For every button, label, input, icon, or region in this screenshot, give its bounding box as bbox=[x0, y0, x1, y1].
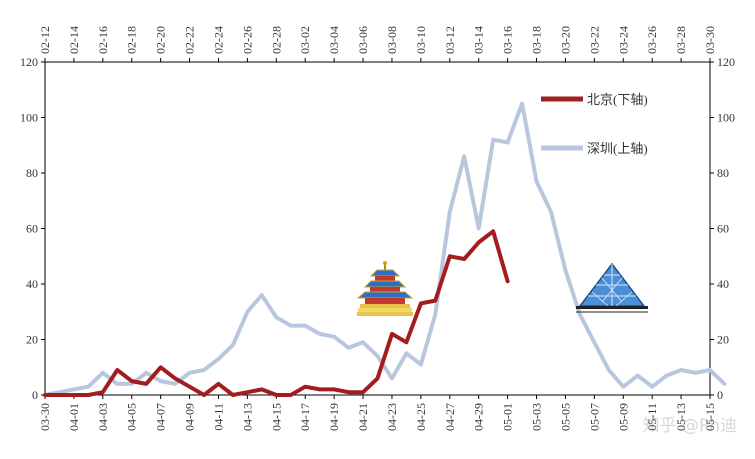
y-right-tick-label: 120 bbox=[717, 55, 735, 69]
x-top-tick-label: 02-20 bbox=[154, 26, 168, 54]
y-right-tick-label: 0 bbox=[717, 388, 723, 402]
x-top-tick-label: 02-14 bbox=[67, 26, 81, 54]
x-bottom-tick-label: 04-23 bbox=[385, 403, 399, 431]
x-top-tick-label: 02-16 bbox=[96, 26, 110, 54]
x-top-tick-label: 02-12 bbox=[38, 26, 52, 54]
x-top-tick-label: 03-12 bbox=[443, 26, 457, 54]
x-bottom-tick-label: 04-19 bbox=[327, 403, 341, 431]
x-bottom-tick-label: 05-01 bbox=[501, 403, 515, 431]
x-bottom-tick-label: 05-05 bbox=[558, 403, 572, 431]
x-bottom-tick-label: 03-30 bbox=[38, 403, 52, 431]
y-left-tick-label: 120 bbox=[20, 55, 38, 69]
legend: 北京(下轴) 深圳(上轴) bbox=[541, 92, 648, 156]
y-left-tick-label: 80 bbox=[26, 166, 38, 180]
x-top-tick-label: 03-16 bbox=[501, 26, 515, 54]
x-top-tick-label: 03-08 bbox=[385, 26, 399, 54]
x-bottom-tick-label: 04-05 bbox=[125, 403, 139, 431]
series-layer bbox=[43, 101, 727, 397]
x-top-tick-label: 03-10 bbox=[414, 26, 428, 54]
x-top-tick-label: 03-30 bbox=[703, 26, 717, 54]
x-top-tick-label: 03-06 bbox=[356, 26, 370, 54]
legend-label-beijing: 北京(下轴) bbox=[587, 92, 648, 107]
x-bottom-tick-label: 04-13 bbox=[240, 403, 254, 431]
x-bottom-tick-label: 04-15 bbox=[269, 403, 283, 431]
x-bottom-tick-label: 04-17 bbox=[298, 403, 312, 431]
x-bottom-tick-label: 04-25 bbox=[414, 403, 428, 431]
x-bottom-tick-label: 05-07 bbox=[587, 403, 601, 431]
x-bottom-tick-label: 04-03 bbox=[96, 403, 110, 431]
y-right-tick-label: 20 bbox=[717, 333, 729, 347]
x-bottom-tick-label: 05-03 bbox=[530, 403, 544, 431]
y-right-tick-label: 60 bbox=[717, 222, 729, 236]
series-line-shenzhen bbox=[43, 101, 727, 397]
glass-pyramid-icon bbox=[576, 262, 648, 313]
x-top-tick-label: 03-04 bbox=[327, 26, 341, 54]
x-bottom-tick-label: 05-15 bbox=[703, 403, 717, 431]
x-top-tick-label: 02-22 bbox=[183, 26, 197, 54]
x-bottom-tick-label: 04-01 bbox=[67, 403, 81, 431]
x-bottom-tick-label: 04-11 bbox=[211, 403, 225, 431]
x-top-tick-label: 03-22 bbox=[587, 26, 601, 54]
x-top-tick-label: 03-18 bbox=[530, 26, 544, 54]
x-top-tick-label: 02-24 bbox=[211, 26, 225, 54]
x-top-tick-label: 03-28 bbox=[674, 26, 688, 54]
y-left-tick-label: 100 bbox=[20, 111, 38, 125]
y-right-tick-label: 100 bbox=[717, 111, 735, 125]
y-left-tick-label: 60 bbox=[26, 222, 38, 236]
y-left-tick-label: 40 bbox=[26, 277, 38, 291]
legend-label-shenzhen: 深圳(上轴) bbox=[587, 141, 648, 156]
x-top-tick-label: 02-26 bbox=[240, 26, 254, 54]
x-top-tick-label: 03-26 bbox=[645, 26, 659, 54]
x-bottom-tick-label: 04-29 bbox=[472, 403, 486, 431]
x-top-tick-label: 03-24 bbox=[616, 26, 630, 54]
x-top-tick-label: 03-02 bbox=[298, 26, 312, 54]
x-top-tick-label: 02-18 bbox=[125, 26, 139, 54]
series-line-beijing bbox=[43, 229, 510, 397]
x-bottom-tick-label: 05-11 bbox=[645, 403, 659, 431]
x-bottom-tick-label: 04-27 bbox=[443, 403, 457, 431]
x-bottom-tick-label: 05-09 bbox=[616, 403, 630, 431]
x-bottom-tick-label: 04-09 bbox=[183, 403, 197, 431]
x-bottom-tick-label: 04-21 bbox=[356, 403, 370, 431]
x-bottom-tick-label: 05-13 bbox=[674, 403, 688, 431]
y-right-tick-label: 40 bbox=[717, 277, 729, 291]
x-top-tick-label: 03-20 bbox=[558, 26, 572, 54]
y-left-tick-label: 20 bbox=[26, 333, 38, 347]
y-right-tick-label: 80 bbox=[717, 166, 729, 180]
y-left-tick-label: 0 bbox=[32, 388, 38, 402]
x-top-tick-label: 02-28 bbox=[269, 26, 283, 54]
x-bottom-tick-label: 04-07 bbox=[154, 403, 168, 431]
x-top-tick-label: 03-14 bbox=[472, 26, 486, 54]
temple-of-heaven-icon bbox=[356, 261, 414, 316]
